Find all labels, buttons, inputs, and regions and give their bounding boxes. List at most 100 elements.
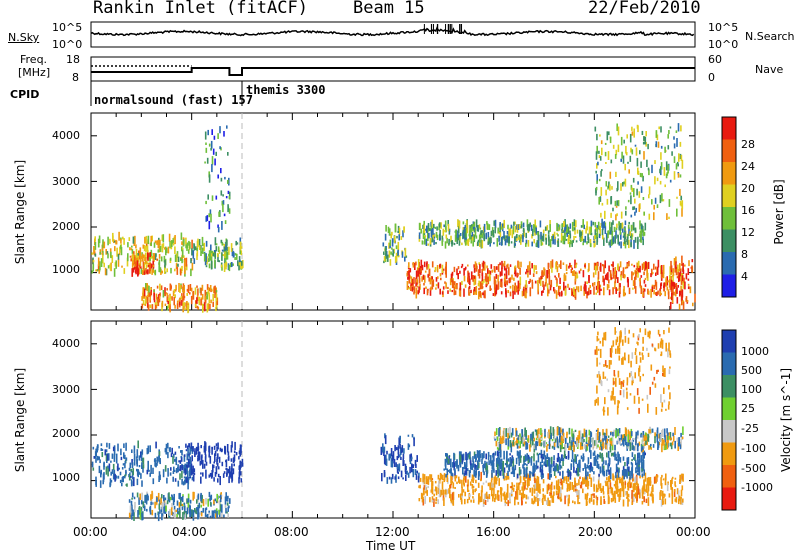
velocity-echo-cell xyxy=(676,488,679,495)
power-echo-cell xyxy=(646,262,649,269)
velocity-echo-cell xyxy=(549,426,552,435)
power-echo-cell xyxy=(183,285,185,293)
power-echo-cell xyxy=(592,282,594,287)
velocity-echo-cell xyxy=(465,451,467,461)
velocity-echo-cell xyxy=(629,470,631,480)
velocity-echo-cell xyxy=(204,456,207,463)
velocity-echo-cell xyxy=(576,482,578,486)
power-echo-cell xyxy=(154,302,157,306)
velocity-echo-cell xyxy=(498,457,501,466)
power-echo-cell xyxy=(575,220,577,228)
velocity-echo-cell xyxy=(612,340,615,347)
velocity-echo-cell xyxy=(560,498,563,502)
velocity-echo-cell xyxy=(644,489,646,492)
velocity-echo-cell xyxy=(597,397,599,406)
power-echo-cell xyxy=(207,194,209,200)
power-echo-cell xyxy=(679,188,681,196)
velocity-echo-cell xyxy=(548,465,551,473)
power-echo-cell xyxy=(139,247,142,256)
velocity-echo-cell xyxy=(639,328,641,333)
velocity-echo-cell xyxy=(596,357,598,367)
power-echo-cell xyxy=(478,287,480,291)
velocity-echo-cell xyxy=(181,496,184,503)
velocity-echo-cell xyxy=(472,456,474,463)
power-echo-cell xyxy=(130,258,132,262)
power-echo-cell xyxy=(694,293,696,303)
velocity-echo-cell xyxy=(644,432,647,437)
velocity-colorbar-swatch xyxy=(722,465,736,488)
velocity-echo-cell xyxy=(429,497,431,503)
power-echo-cell xyxy=(634,286,637,294)
power-echo-cell xyxy=(540,241,543,246)
velocity-echo-cell xyxy=(639,475,641,479)
power-echo-cell xyxy=(196,248,199,257)
velocity-echo-cell xyxy=(503,491,506,500)
power-echo-cell xyxy=(478,224,481,229)
power-echo-cell xyxy=(604,222,607,230)
velocity-echo-cell xyxy=(512,458,515,467)
velocity-echo-cell xyxy=(441,481,444,490)
power-echo-cell xyxy=(548,269,550,278)
velocity-echo-cell xyxy=(674,477,677,480)
power-echo-cell xyxy=(594,222,597,228)
power-echo-cell xyxy=(443,224,445,228)
power-echo-cell xyxy=(418,278,421,284)
velocity-echo-cell xyxy=(647,403,649,413)
power-echo-cell xyxy=(601,169,603,172)
velocity-echo-cell xyxy=(581,444,584,450)
power-echo-cell xyxy=(427,264,430,269)
velocity-echo-cell xyxy=(503,429,506,437)
velocity-echo-cell xyxy=(470,463,472,470)
velocity-echo-cell xyxy=(209,472,212,477)
velocity-echo-cell xyxy=(533,464,535,473)
velocity-echo-cell xyxy=(637,443,639,447)
velocity-echo-cell xyxy=(168,492,170,500)
velocity-echo-cell xyxy=(606,452,608,458)
velocity-echo-cell xyxy=(411,434,414,438)
velocity-echo-cell xyxy=(130,475,132,478)
velocity-echo-cell xyxy=(526,473,529,482)
velocity-echo-cell xyxy=(230,474,232,479)
velocity-echo-cell xyxy=(184,512,186,520)
power-echo-cell xyxy=(201,236,204,245)
power-echo-cell xyxy=(163,255,166,263)
velocity-echo-cell xyxy=(202,499,205,507)
velocity-echo-cell xyxy=(582,453,585,457)
power-echo-cell xyxy=(420,228,422,234)
velocity-echo-cell xyxy=(399,435,401,440)
velocity-echo-cell xyxy=(543,450,546,457)
power-echo-cell xyxy=(151,304,154,310)
power-echo-cell xyxy=(639,265,641,273)
velocity-echo-cell xyxy=(602,429,604,437)
velocity-echo-cell xyxy=(148,469,150,472)
power-echo-cell xyxy=(600,212,602,218)
power-echo-cell xyxy=(467,277,469,283)
power-echo-cell xyxy=(439,238,441,241)
power-echo-cell xyxy=(612,236,615,243)
power-echo-cell xyxy=(547,262,550,270)
power-echo-cell xyxy=(456,283,458,290)
power-echo-cell xyxy=(191,262,194,271)
velocity-echo-cell xyxy=(440,489,443,495)
power-echo-cell xyxy=(181,293,183,299)
power-echo-cell xyxy=(518,224,521,229)
velocity-echo-cell xyxy=(612,395,614,401)
power-echo-cell xyxy=(200,245,202,250)
power-echo-cell xyxy=(540,275,542,280)
velocity-echo-cell xyxy=(644,452,646,456)
velocity-echo-cell xyxy=(179,492,181,500)
velocity-echo-cell xyxy=(629,482,631,489)
velocity-echo-cell xyxy=(597,431,599,441)
power-echo-cell xyxy=(611,236,614,245)
power-echo-cell xyxy=(439,264,441,268)
velocity-echo-cell xyxy=(400,470,403,478)
power-echo-cell xyxy=(204,161,206,164)
power-echo-cell xyxy=(208,292,210,297)
power-echo-cell xyxy=(588,275,590,284)
velocity-echo-cell xyxy=(503,450,505,460)
power-echo-cell xyxy=(538,234,540,241)
velocity-echo-cell xyxy=(446,456,448,461)
power-echo-cell xyxy=(642,225,644,233)
velocity-echo-cell xyxy=(640,432,643,435)
velocity-echo-cell xyxy=(175,456,178,466)
